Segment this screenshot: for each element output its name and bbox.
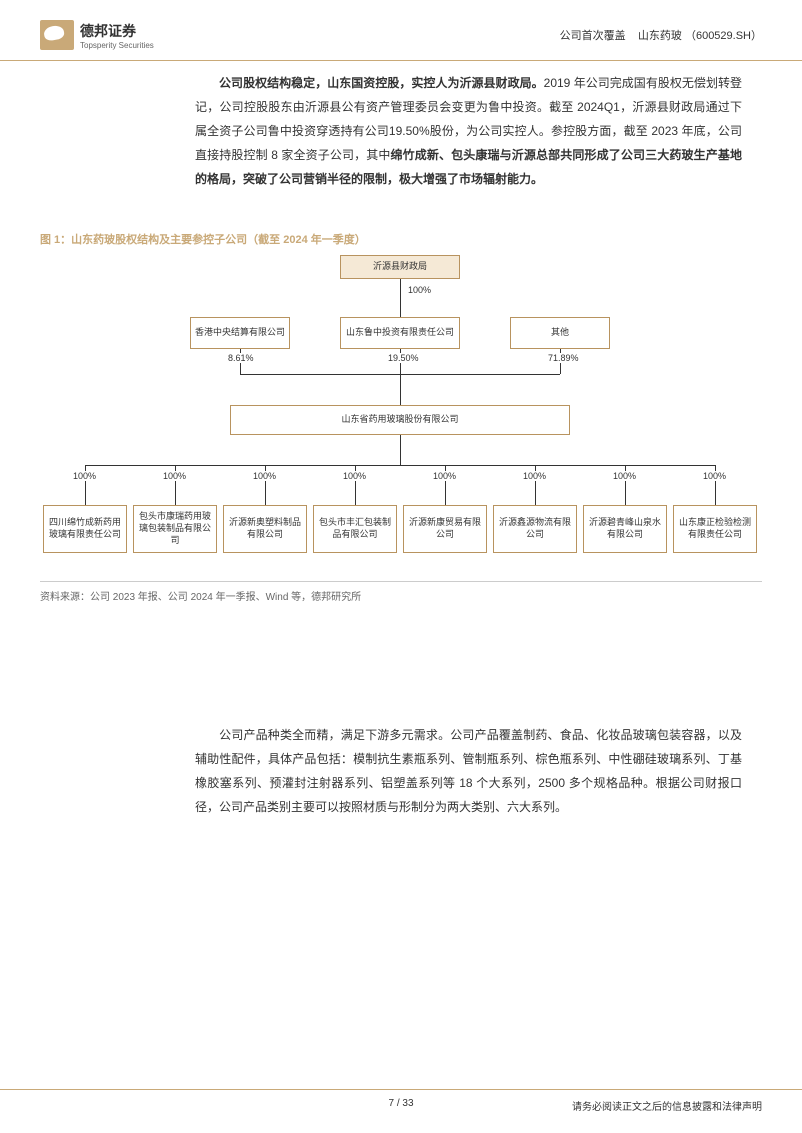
pct-sub-6: 100%: [611, 471, 638, 481]
node-sub-5: 沂源鑫源物流有限公司: [493, 505, 577, 553]
page-footer: 7 / 33 请务必阅读正文之后的信息披露和法律声明: [0, 1089, 802, 1113]
footer-disclaimer: 请务必阅读正文之后的信息披露和法律声明: [414, 1098, 762, 1113]
pct-sub-2: 100%: [251, 471, 278, 481]
node-sub-1: 包头市康瑞药用玻璃包装制品有限公司: [133, 505, 217, 553]
pct-row2-2: 71.89%: [546, 353, 581, 363]
logo-company-cn: 德邦证券: [80, 21, 154, 41]
edge: [400, 279, 401, 317]
header-name: 山东药玻: [638, 30, 682, 42]
pct-row2-0: 8.61%: [226, 353, 256, 363]
para2-lead: 公司产品种类全而精，满足下游多元需求。: [219, 728, 450, 742]
paragraph-2: 公司产品种类全而精，满足下游多元需求。公司产品覆盖制药、食品、化妆品玻璃包装容器…: [0, 603, 802, 829]
node-top: 沂源县财政局: [340, 255, 460, 279]
header-right: 公司首次覆盖 山东药玻 （600529.SH）: [560, 27, 762, 43]
node-sub-3: 包头市丰汇包装制品有限公司: [313, 505, 397, 553]
figure-title: 图 1：山东药玻股权结构及主要参控子公司（截至 2024 年一季度）: [0, 201, 802, 255]
node-mid: 山东省药用玻璃股份有限公司: [230, 405, 570, 435]
logo-block: 德邦证券 Topsperity Securities: [40, 20, 154, 50]
node-sub-7: 山东康正检验检测有限责任公司: [673, 505, 757, 553]
header-category: 公司首次覆盖: [560, 30, 626, 42]
node-sub-4: 沂源新康贸易有限公司: [403, 505, 487, 553]
pct-sub-3: 100%: [341, 471, 368, 481]
node-row2-2: 其他: [510, 317, 610, 349]
para1-lead: 公司股权结构稳定，山东国资控股，实控人为沂源县财政局。: [219, 76, 544, 90]
header-ticker: （600529.SH）: [685, 30, 762, 42]
figure-org-chart: 沂源县财政局 100% 香港中央结算有限公司 山东鲁中投资有限责任公司 其他 8.61% 1…: [40, 255, 760, 575]
node-sub-0: 四川绵竹成新药用玻璃有限责任公司: [43, 505, 127, 553]
pct-sub-0: 100%: [71, 471, 98, 481]
node-sub-2: 沂源新奥塑料制品有限公司: [223, 505, 307, 553]
paragraph-1: 公司股权结构稳定，山东国资控股，实控人为沂源县财政局。2019 年公司完成国有股…: [0, 61, 802, 201]
edge: [400, 435, 401, 465]
node-row2-1: 山东鲁中投资有限责任公司: [340, 317, 460, 349]
pct-row2-1: 19.50%: [386, 353, 421, 363]
node-row2-0: 香港中央结算有限公司: [190, 317, 290, 349]
logo-icon: [40, 20, 74, 50]
pct-top-down: 100%: [406, 285, 433, 295]
pct-sub-1: 100%: [161, 471, 188, 481]
page-header: 德邦证券 Topsperity Securities 公司首次覆盖 山东药玻 （…: [0, 0, 802, 61]
pct-sub-4: 100%: [431, 471, 458, 481]
edge: [400, 374, 401, 405]
page-number: 7 / 33: [388, 1098, 413, 1113]
logo-company-en: Topsperity Securities: [80, 41, 154, 50]
node-sub-6: 沂源碧青峰山泉水有限公司: [583, 505, 667, 553]
figure-source: 资料来源：公司 2023 年报、公司 2024 年一季报、Wind 等，德邦研究…: [40, 581, 762, 603]
pct-sub-5: 100%: [521, 471, 548, 481]
pct-sub-7: 100%: [701, 471, 728, 481]
edge: [85, 465, 715, 466]
